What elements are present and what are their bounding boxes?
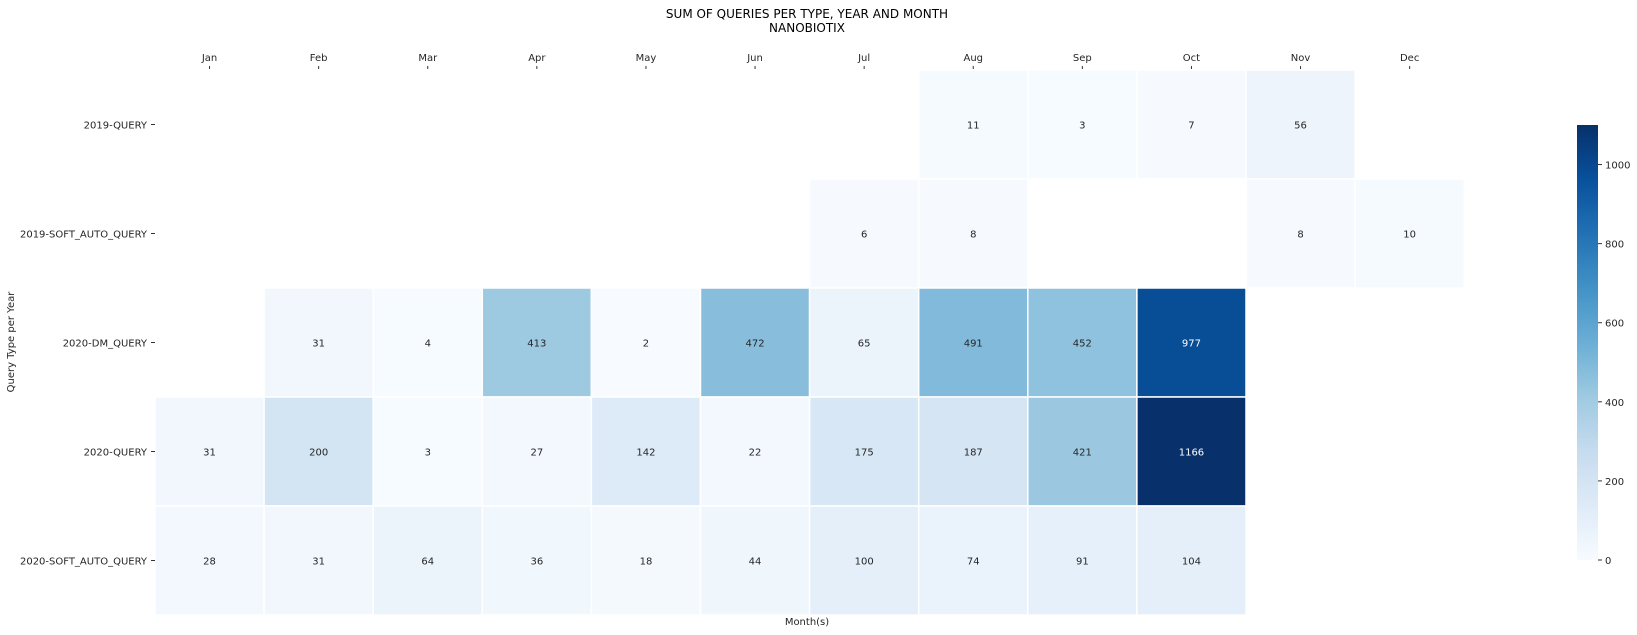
cell-value-label: 187 xyxy=(964,448,983,459)
cell-value-label: 3 xyxy=(425,448,431,459)
cell-value-label: 421 xyxy=(1073,448,1092,459)
y-tick-label: 2019-SOFT_AUTO_QUERY xyxy=(20,230,148,241)
heatmap-cell xyxy=(917,396,1029,507)
cell-value-label: 10 xyxy=(1403,230,1416,241)
x-tick-label: Jan xyxy=(201,53,217,64)
heatmap-cell xyxy=(481,396,593,507)
cell-value-label: 4 xyxy=(425,339,431,350)
heatmap-cell xyxy=(1136,287,1247,398)
x-tick-label: Mar xyxy=(418,53,438,64)
heatmap-cell xyxy=(590,396,702,507)
cell-value-label: 2 xyxy=(643,339,649,350)
cell-value-label: 3 xyxy=(1079,121,1085,132)
y-axis: 2019-QUERY 2019-SOFT_AUTO_QUERY 2020-DM_QU… xyxy=(20,121,155,568)
cell-value-label: 8 xyxy=(970,230,976,241)
heatmap-cell xyxy=(1245,178,1356,289)
x-tick-label: Jul xyxy=(857,53,870,64)
x-tick-label: Aug xyxy=(963,53,983,64)
heatmap-cell xyxy=(699,396,811,507)
x-tick-label: Nov xyxy=(1291,53,1311,64)
heatmap-cell xyxy=(1354,178,1465,289)
heatmap-cell xyxy=(699,287,811,398)
heatmap-cell xyxy=(590,287,702,398)
heatmap-cell xyxy=(263,396,374,507)
y-tick-label: 2020-DM_QUERY xyxy=(63,339,148,350)
y-axis-label: Query Type per Year xyxy=(6,291,17,393)
cell-value-label: 7 xyxy=(1188,121,1194,132)
cell-value-label: 27 xyxy=(530,448,543,459)
heatmap-cell xyxy=(154,505,265,616)
y-tick-label: 2019-QUERY xyxy=(84,121,148,132)
cell-value-label: 491 xyxy=(964,339,983,350)
cell-value-label: 65 xyxy=(858,339,871,350)
x-tick-label: Feb xyxy=(310,53,328,64)
colorbar-tick-label: 800 xyxy=(1605,240,1624,251)
cell-value-label: 18 xyxy=(640,557,653,568)
cell-value-label: 74 xyxy=(967,557,980,568)
cell-value-label: 64 xyxy=(421,557,434,568)
cell-value-label: 56 xyxy=(1294,121,1307,132)
heatmap-cells: 11 3 7 56 6 8 8 10 31 4 413 2 472 65 491 452 977 31 200 3 27… xyxy=(154,69,1465,616)
cell-value-label: 28 xyxy=(203,557,216,568)
cell-value-label: 36 xyxy=(530,557,543,568)
y-tick-label: 2020-SOFT_AUTO_QUERY xyxy=(20,557,148,568)
x-tick-label: Apr xyxy=(528,53,546,64)
colorbar: 0 200 400 600 800 1000 xyxy=(1577,125,1630,567)
colorbar-tick-label: 0 xyxy=(1605,556,1611,567)
colorbar-gradient xyxy=(1577,125,1598,560)
chart-subtitle: NANOBIOTIX xyxy=(769,21,845,35)
colorbar-tick-label: 600 xyxy=(1605,319,1624,330)
cell-value-label: 413 xyxy=(527,339,546,350)
cell-value-label: 22 xyxy=(749,448,762,459)
cell-value-label: 44 xyxy=(749,557,762,568)
heatmap-cell xyxy=(917,178,1029,289)
cell-value-label: 977 xyxy=(1182,339,1201,350)
cell-value-label: 200 xyxy=(309,448,328,459)
heatmap-cell xyxy=(372,287,484,398)
cell-value-label: 11 xyxy=(967,121,980,132)
heatmap-cell xyxy=(1136,505,1247,616)
cell-value-label: 104 xyxy=(1182,557,1201,568)
heatmap-cell xyxy=(1136,396,1247,507)
x-tick-label: May xyxy=(636,53,657,64)
x-axis-label: Month(s) xyxy=(785,617,829,628)
cell-value-label: 6 xyxy=(861,230,867,241)
x-tick-label: Oct xyxy=(1183,53,1200,64)
x-axis: Jan Feb Mar Apr May Jun Jul Aug Sep Oct Nov Dec xyxy=(201,53,1419,69)
heatmap-cell xyxy=(917,505,1029,616)
x-tick-label: Jun xyxy=(746,53,763,64)
colorbar-tick-label: 400 xyxy=(1605,398,1624,409)
cell-value-label: 175 xyxy=(855,448,874,459)
cell-value-label: 472 xyxy=(746,339,765,350)
heatmap-cell xyxy=(481,505,593,616)
x-tick-label: Dec xyxy=(1400,53,1419,64)
cell-value-label: 8 xyxy=(1297,230,1303,241)
cell-value-label: 1166 xyxy=(1179,448,1204,459)
x-tick-label: Sep xyxy=(1073,53,1092,64)
chart-title: SUM OF QUERIES PER TYPE, YEAR AND MONTH xyxy=(666,7,948,21)
colorbar-tick-label: 1000 xyxy=(1605,161,1630,172)
cell-value-label: 91 xyxy=(1076,557,1089,568)
heatmap-cell xyxy=(263,505,374,616)
y-tick-label: 2020-QUERY xyxy=(84,448,148,459)
colorbar-tick-label: 200 xyxy=(1605,477,1624,488)
heatmap-cell xyxy=(372,396,484,507)
heatmap-cell xyxy=(808,178,920,289)
cell-value-label: 452 xyxy=(1073,339,1092,350)
cell-value-label: 31 xyxy=(312,557,325,568)
heatmap-cell xyxy=(808,287,920,398)
cell-value-label: 142 xyxy=(636,448,655,459)
heatmap-cell xyxy=(1027,287,1138,398)
heatmap-cell xyxy=(1136,69,1247,180)
heatmap-cell xyxy=(1245,69,1356,180)
cell-value-label: 31 xyxy=(203,448,216,459)
heatmap-cell xyxy=(808,505,920,616)
heatmap-cell xyxy=(1027,505,1138,616)
cell-value-label: 100 xyxy=(855,557,874,568)
cell-value-label: 31 xyxy=(312,339,325,350)
heatmap-cell xyxy=(917,69,1029,180)
heatmap-cell xyxy=(1027,69,1138,180)
